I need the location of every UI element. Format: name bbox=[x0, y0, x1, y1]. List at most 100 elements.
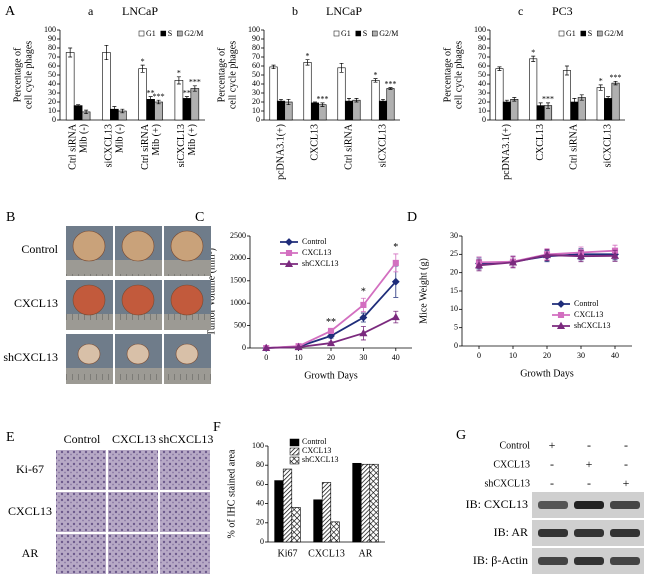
error-bar bbox=[76, 104, 81, 107]
legend-label: G2/M bbox=[604, 29, 623, 38]
bar bbox=[138, 68, 147, 121]
bar bbox=[378, 100, 388, 121]
error-bar bbox=[271, 64, 276, 70]
x-tick-label: pcDNA3.1(+) bbox=[501, 124, 512, 180]
marker bbox=[557, 311, 565, 319]
y-tick-label: 2000 bbox=[230, 253, 246, 262]
band bbox=[538, 557, 568, 565]
band bbox=[574, 501, 604, 509]
tumor bbox=[77, 343, 101, 365]
legend-swatch bbox=[596, 30, 603, 37]
ruler bbox=[115, 260, 162, 276]
marker bbox=[391, 312, 400, 321]
x-tick-sublabel: Mib (+) bbox=[187, 124, 198, 155]
marker bbox=[285, 249, 293, 257]
legend-swatch bbox=[333, 30, 340, 37]
error-bar bbox=[373, 78, 378, 83]
y-tick-label: 20 bbox=[256, 518, 264, 527]
legend-label: G2/M bbox=[379, 29, 398, 38]
band bbox=[610, 501, 640, 509]
error-bar bbox=[354, 98, 359, 103]
significance-mark: * bbox=[361, 287, 366, 298]
column-label: shCXCL13 bbox=[159, 432, 214, 446]
error-bar bbox=[564, 65, 569, 76]
marker bbox=[285, 238, 293, 246]
significance-mark: * bbox=[177, 69, 181, 78]
bar bbox=[529, 58, 538, 121]
x-axis-label: Growth Days bbox=[520, 368, 574, 379]
ruler bbox=[115, 368, 162, 384]
y-tick-label: 50 bbox=[48, 70, 56, 79]
significance-mark: * bbox=[141, 57, 145, 66]
y-tick-label: 0 bbox=[482, 115, 486, 124]
error-bar bbox=[184, 96, 189, 101]
y-tick-label: 30 bbox=[252, 88, 260, 97]
ruler bbox=[164, 314, 211, 330]
x-tick-label: 0 bbox=[264, 353, 268, 362]
y-tick-label: 40 bbox=[256, 498, 264, 507]
y-tick-label: 5 bbox=[454, 322, 458, 331]
condition-sign: - bbox=[624, 457, 628, 471]
significance-mark: *** bbox=[542, 95, 554, 104]
legend-swatch bbox=[138, 30, 145, 37]
bar bbox=[282, 468, 293, 543]
x-tick-label: Ctrl siRNA bbox=[569, 123, 580, 170]
y-tick-label: 60 bbox=[48, 61, 56, 70]
ihc-image bbox=[160, 534, 210, 574]
condition-sign: + bbox=[549, 438, 556, 452]
legend-swatch bbox=[289, 447, 300, 456]
y-axis-label: Percentage of bbox=[216, 47, 227, 102]
x-tick-label: 30 bbox=[577, 351, 585, 360]
subpanel-label: c bbox=[518, 4, 523, 18]
y-tick-label: 70 bbox=[48, 52, 56, 61]
y-tick-label: 50 bbox=[478, 70, 486, 79]
bar bbox=[371, 80, 380, 121]
bar bbox=[310, 102, 320, 121]
ihc-image bbox=[160, 492, 210, 532]
column-label: CXCL13 bbox=[112, 432, 156, 446]
bar bbox=[510, 99, 519, 121]
bar bbox=[65, 52, 75, 121]
y-tick-label: 10 bbox=[48, 106, 56, 115]
error-bar bbox=[606, 96, 611, 101]
marker bbox=[359, 313, 368, 322]
error-bar bbox=[120, 108, 125, 114]
y-axis-label: Percentage of bbox=[12, 47, 23, 102]
y-tick-label: 0 bbox=[52, 115, 56, 124]
blot-label: IB: β-Actin bbox=[473, 553, 528, 567]
legend-label: shCXCL13 bbox=[302, 455, 338, 464]
ihc-image bbox=[56, 534, 106, 574]
x-tick-label: AR bbox=[359, 548, 373, 559]
bar bbox=[269, 66, 278, 121]
y-tick-label: 25 bbox=[450, 249, 458, 258]
significance-mark: *** bbox=[316, 95, 328, 104]
y-tick-label: 15 bbox=[450, 286, 458, 295]
error-bar bbox=[381, 98, 385, 104]
x-tick-label: pcDNA3.1(+) bbox=[275, 124, 286, 180]
error-bar bbox=[512, 97, 517, 102]
significance-mark: * bbox=[531, 48, 535, 57]
legend-swatch bbox=[176, 30, 183, 37]
legend-label: shCXCL13 bbox=[302, 259, 338, 268]
bar bbox=[604, 98, 613, 121]
bar bbox=[562, 70, 571, 121]
y-tick-label: 100 bbox=[248, 25, 260, 34]
legend-label: S bbox=[363, 29, 367, 38]
error-bar bbox=[497, 66, 502, 71]
y-tick-label: 100 bbox=[44, 25, 56, 34]
legend-swatch bbox=[289, 456, 300, 465]
bar bbox=[337, 67, 346, 121]
y-tick-label: 80 bbox=[252, 43, 260, 52]
ihc-image bbox=[108, 534, 158, 574]
row-label: CXCL13 bbox=[14, 296, 58, 310]
marker bbox=[327, 327, 335, 335]
x-tick-label: 10 bbox=[295, 353, 303, 362]
y-tick-label: 90 bbox=[478, 34, 486, 43]
x-tick-label: 20 bbox=[327, 353, 335, 362]
bar bbox=[318, 104, 327, 121]
error-bar bbox=[176, 76, 181, 85]
error-bar bbox=[112, 106, 117, 113]
y-tick-label: 30 bbox=[478, 88, 486, 97]
bar bbox=[274, 480, 284, 543]
bar bbox=[102, 52, 111, 121]
